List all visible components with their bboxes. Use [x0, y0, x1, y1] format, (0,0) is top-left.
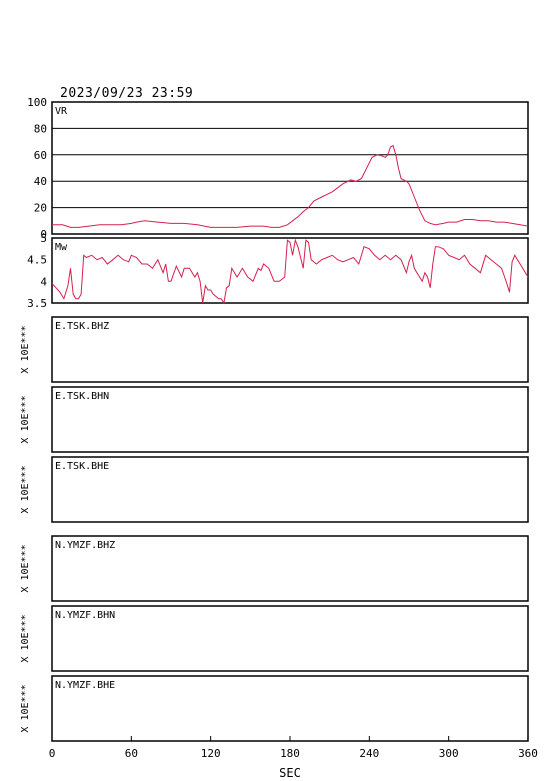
- vr-panel-frame: [51, 101, 529, 235]
- mw-y-tick-label: 4: [40, 275, 47, 288]
- vr-y-tick-label: 40: [34, 175, 47, 188]
- mw-y-tick-label: 3.5: [27, 297, 47, 310]
- vr-y-tick-labels: 0 20 40 60 80 100: [27, 96, 47, 241]
- station-label: N.YMZF.BHE: [55, 680, 115, 691]
- scale-label: X 10E***: [20, 325, 31, 373]
- waveform-frame: [51, 316, 529, 383]
- waveform-panel: E.TSK.BHN X 10E***: [20, 386, 529, 453]
- scale-label: X 10E***: [20, 395, 31, 443]
- mw-panel-label: Mw: [55, 242, 68, 253]
- x-tick-label: 60: [125, 747, 138, 760]
- vr-panel: 0 20 40 60 80 100 VR: [27, 96, 529, 241]
- station-label: N.YMZF.BHN: [55, 610, 115, 621]
- vr-y-tick-label: 80: [34, 122, 47, 135]
- station-label: E.TSK.BHZ: [55, 321, 109, 332]
- station-label: E.TSK.BHN: [55, 391, 109, 402]
- x-axis: 0 60 120 180 240 300 360: [49, 736, 538, 760]
- x-tick-label: 300: [439, 747, 459, 760]
- scale-label: X 10E***: [20, 465, 31, 513]
- waveform-panel: N.YMZF.BHZ X 10E***: [20, 535, 529, 602]
- x-tick-label: 180: [280, 747, 300, 760]
- vr-panel-label: VR: [55, 106, 68, 117]
- vr-gridlines: [52, 127, 528, 209]
- scale-label: X 10E***: [20, 614, 31, 662]
- mw-y-tick-label: 4.5: [27, 254, 47, 267]
- waveform-frame: [51, 535, 529, 602]
- vr-y-tick-label: 20: [34, 202, 47, 215]
- timestamp: 2023/09/23 23:59: [60, 86, 194, 101]
- mw-panel-frame: [51, 237, 529, 304]
- vr-y-tick-label: 0: [40, 228, 47, 241]
- mw-series-line: [51, 238, 529, 305]
- waveform-frame: [51, 456, 529, 523]
- scale-label: X 10E***: [20, 544, 31, 592]
- vr-y-tick-label: 60: [34, 149, 47, 162]
- mw-y-tick-label: 5: [40, 232, 47, 245]
- waveform-frame: [51, 386, 529, 453]
- waveform-panel: E.TSK.BHZ X 10E***: [20, 316, 529, 383]
- vr-y-tick-label: 100: [27, 96, 47, 109]
- station-label: E.TSK.BHE: [55, 461, 109, 472]
- x-axis-label: SEC: [279, 766, 301, 780]
- waveform-panel: E.TSK.BHE X 10E***: [20, 456, 529, 523]
- station-label: N.YMZF.BHZ: [55, 540, 115, 551]
- scale-label: X 10E***: [20, 684, 31, 732]
- x-tick-label: 0: [49, 747, 56, 760]
- x-tick-label: 360: [518, 747, 538, 760]
- waveform-frame: [51, 605, 529, 672]
- mw-y-tick-labels: 3.5 4 4.5 5: [27, 232, 47, 310]
- vr-series-line: [52, 144, 529, 228]
- x-tick-label: 120: [201, 747, 221, 760]
- mw-panel: 3.5 4 4.5 5 Mw: [27, 232, 529, 310]
- waveform-panel: N.YMZF.BHN X 10E***: [20, 605, 529, 672]
- waveform-frame: [51, 675, 529, 742]
- waveform-panel: N.YMZF.BHE X 10E***: [20, 675, 529, 742]
- x-tick-label: 240: [359, 747, 379, 760]
